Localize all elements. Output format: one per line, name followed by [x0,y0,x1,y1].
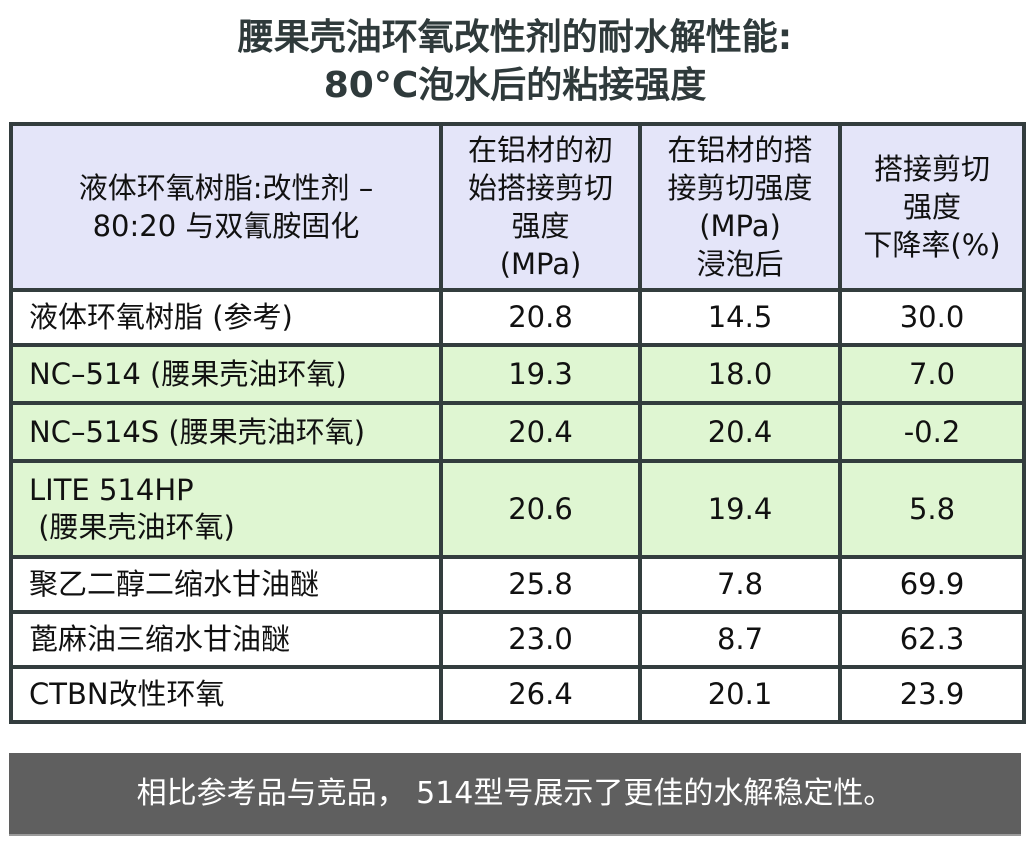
table-row: NC–514S (腰果壳油环氧) 20.4 20.4 -0.2 [9,401,1026,463]
header-drop-rate: 搭接剪切 强度 下降率(%) [838,122,1026,292]
page-title: 腰果壳油环氧改性剂的耐水解性能: 80°C泡水后的粘接强度 [0,14,1030,110]
drop-rate-cell: 62.3 [838,610,1026,669]
drop-rate-cell: 5.8 [838,459,1026,559]
after-soak-cell: 20.1 [638,665,842,724]
header-line: 始搭接剪切 [467,171,613,205]
table-row: 蓖麻油三缩水甘油醚 23.0 8.7 62.3 [9,610,1026,669]
drop-rate-cell: 23.9 [838,665,1026,724]
initial-strength-cell: 19.3 [439,343,642,405]
drop-rate-cell: -0.2 [838,401,1026,463]
row-name-text: 蓖麻油三缩水甘油醚 [29,622,291,656]
title-line-1: 腰果壳油环氧改性剂的耐水解性能: [237,17,793,58]
shear-strength-table: 液体环氧树脂:改性剂 – 80:20 与双氰胺固化 在铝材的初 始搭接剪切 强度… [9,122,1026,724]
drop-rate-cell: 30.0 [838,288,1026,347]
header-line: (MPa) [699,209,781,243]
initial-strength-cell: 20.6 [439,459,642,559]
row-name: NC–514S (腰果壳油环氧) [9,401,443,463]
row-name: 聚乙二醇二缩水甘油醚 [9,555,443,614]
table-row: CTBN改性环氧 26.4 20.1 23.9 [9,665,1026,724]
row-name: 液体环氧树脂 (参考) [9,288,443,347]
row-name-text: (腰果壳油环氧) [29,510,235,544]
header-line: 接剪切强度 [667,171,813,205]
table-row: LITE 514HP (腰果壳油环氧) 20.6 19.4 5.8 [9,459,1026,559]
row-name: CTBN改性环氧 [9,665,443,724]
row-name: NC–514 (腰果壳油环氧) [9,343,443,405]
after-soak-cell: 8.7 [638,610,842,669]
initial-strength-cell: 26.4 [439,665,642,724]
after-soak-cell: 20.4 [638,401,842,463]
row-name: LITE 514HP (腰果壳油环氧) [9,459,443,559]
after-soak-cell: 18.0 [638,343,842,405]
row-name-text: LITE 514HP [29,473,194,507]
initial-strength-cell: 20.8 [439,288,642,347]
header-line: 搭接剪切 [873,152,990,186]
row-name: 蓖麻油三缩水甘油醚 [9,610,443,669]
row-name-text: 液体环氧树脂 (参考) [29,300,293,334]
header-line: 液体环氧树脂:改性剂 – [78,171,374,205]
conclusion-banner: 相比参考品与竞品， 514型号展示了更佳的水解稳定性。 [9,753,1021,836]
drop-rate-cell: 7.0 [838,343,1026,405]
row-name-text: CTBN改性环氧 [29,677,225,711]
conclusion-text: 相比参考品与竞品， 514型号展示了更佳的水解稳定性。 [136,776,894,811]
initial-strength-cell: 20.4 [439,401,642,463]
table-header-row: 液体环氧树脂:改性剂 – 80:20 与双氰胺固化 在铝材的初 始搭接剪切 强度… [9,122,1026,292]
after-soak-cell: 19.4 [638,459,842,559]
header-line: (MPa) [499,247,582,281]
header-line: 下降率(%) [863,228,1001,262]
header-line: 80:20 与双氰胺固化 [92,209,360,243]
header-line: 在铝材的初 [467,133,613,167]
header-line: 强度 [902,190,961,224]
header-line: 在铝材的搭 [667,133,813,167]
header-after-soak-strength: 在铝材的搭 接剪切强度 (MPa) 浸泡后 [638,122,842,292]
initial-strength-cell: 25.8 [439,555,642,614]
header-initial-strength: 在铝材的初 始搭接剪切 强度 (MPa) [439,122,642,292]
table-row: 液体环氧树脂 (参考) 20.8 14.5 30.0 [9,288,1026,347]
after-soak-cell: 14.5 [638,288,842,347]
table-row: 聚乙二醇二缩水甘油醚 25.8 7.8 69.9 [9,555,1026,614]
row-name-text: NC–514 (腰果壳油环氧) [29,356,347,391]
header-line: 浸泡后 [696,247,784,281]
table-row: NC–514 (腰果壳油环氧) 19.3 18.0 7.0 [9,343,1026,405]
row-name-text: 聚乙二醇二缩水甘油醚 [29,567,320,601]
row-name-text: NC–514S (腰果壳油环氧) [29,414,366,449]
after-soak-cell: 7.8 [638,555,842,614]
initial-strength-cell: 23.0 [439,610,642,669]
header-line: 强度 [511,209,570,243]
header-formulation: 液体环氧树脂:改性剂 – 80:20 与双氰胺固化 [9,122,443,292]
drop-rate-cell: 69.9 [838,555,1026,614]
title-line-2: 80°C泡水后的粘接强度 [323,65,707,106]
